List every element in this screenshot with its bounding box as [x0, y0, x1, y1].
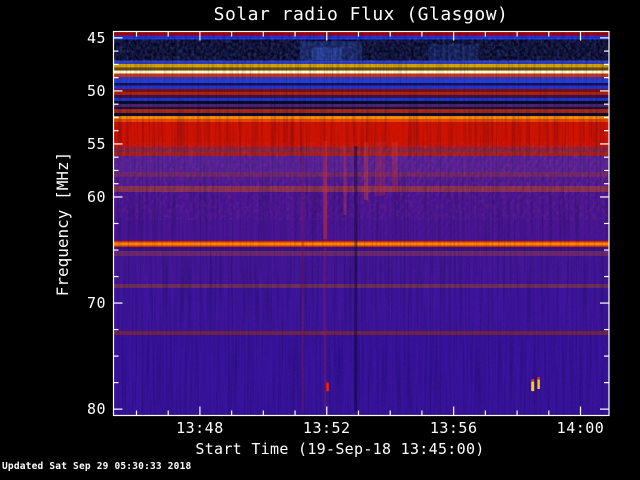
y-tick-label: 55	[86, 134, 106, 153]
y-tick-label: 80	[86, 400, 106, 419]
x-tick-label: 13:56	[429, 419, 478, 437]
axes-frame	[112, 30, 610, 417]
x-axis-title: Start Time (19-Sep-18 13:45:00)	[195, 440, 485, 458]
feature-burst	[326, 382, 329, 392]
feature-burst	[531, 381, 535, 392]
y-tick-label: 45	[86, 28, 106, 47]
feature-burst	[537, 379, 540, 389]
updated-timestamp: Updated Sat Sep 29 05:30:33 2018	[2, 461, 192, 472]
x-tick-label: 14:00	[556, 419, 605, 437]
x-tick-label: 13:52	[302, 419, 351, 437]
y-tick-label: 60	[86, 187, 106, 206]
y-tick-label: 70	[86, 294, 106, 313]
x-tick-label: 13:48	[176, 419, 224, 437]
chart-title: Solar radio Flux (Glasgow)	[213, 4, 509, 25]
spectrogram-heatmap	[113, 31, 609, 416]
y-tick-label: 50	[86, 81, 106, 100]
